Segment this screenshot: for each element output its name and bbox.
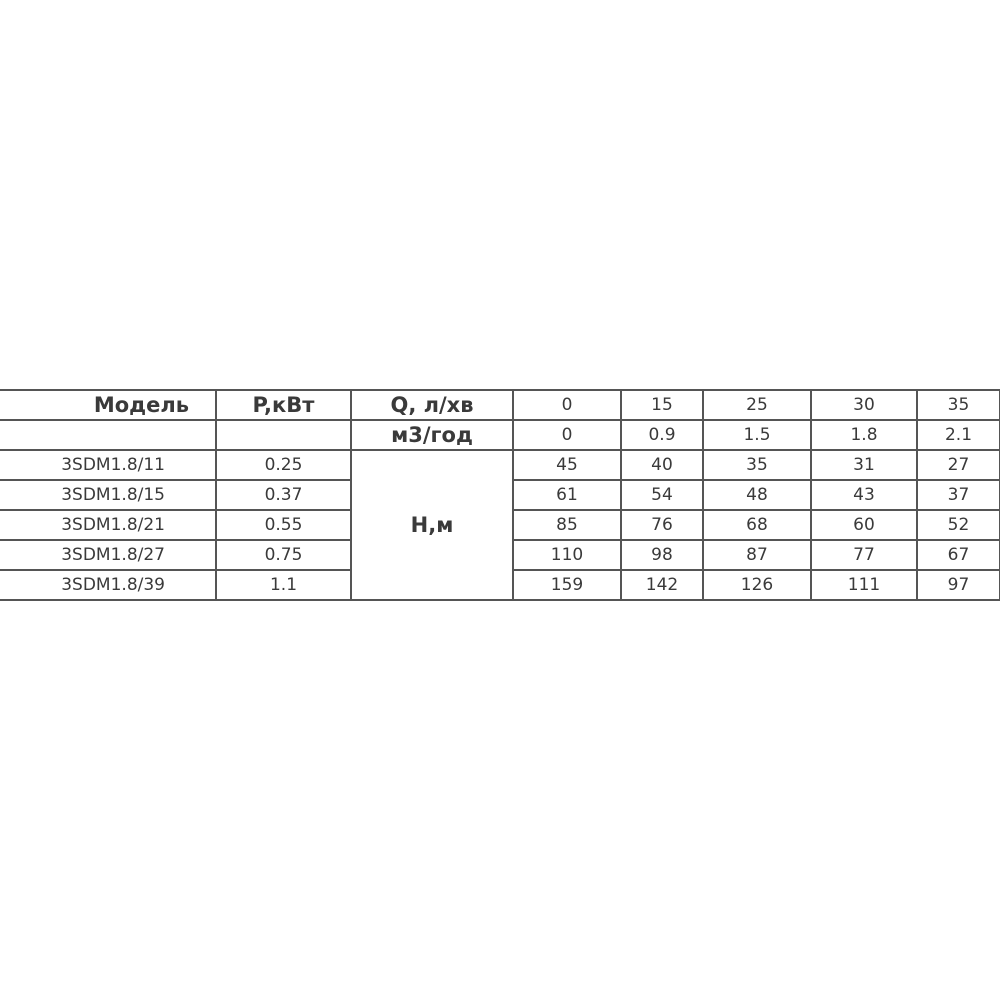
head-value: 60 [810, 509, 918, 541]
model-cell: 3SDM1.8/11 [0, 449, 217, 481]
head-value: 35 [702, 449, 812, 481]
empty-cell [215, 419, 352, 451]
power-cell: 0.25 [215, 449, 352, 481]
power-cell: 1.1 [215, 569, 352, 601]
flow-m3h-value: 1.5 [702, 419, 812, 451]
flow-m3h-value: 1.8 [810, 419, 918, 451]
flow-lpm-value: 30 [810, 389, 918, 421]
flow-lpm-value: 25 [702, 389, 812, 421]
flow-lpm-value: 15 [620, 389, 704, 421]
power-cell: 0.55 [215, 509, 352, 541]
head-value: 43 [810, 479, 918, 511]
model-cell: 3SDM1.8/21 [0, 509, 217, 541]
table-row: 3SDM1.8/11 0.25 H,м 45 40 35 31 27 [0, 449, 1000, 601]
model-cell: 3SDM1.8/27 [0, 539, 217, 571]
power-cell: 0.37 [215, 479, 352, 511]
head-label: H,м [350, 449, 514, 601]
head-value: 54 [620, 479, 704, 511]
flow-m3h-header: м3/год [350, 419, 514, 451]
header-row-flow-lpm: Модель P,кВт Q, л/хв 0 15 25 30 35 [0, 389, 1000, 421]
flow-m3h-value: 2.1 [916, 419, 1000, 451]
flow-m3h-value: 0 [512, 419, 622, 451]
flow-m3h-value: 0.9 [620, 419, 704, 451]
empty-cell [0, 419, 217, 451]
head-value: 48 [702, 479, 812, 511]
head-value: 45 [512, 449, 622, 481]
head-value: 61 [512, 479, 622, 511]
head-value: 98 [620, 539, 704, 571]
power-header: P,кВт [215, 389, 352, 421]
table-row: 3SDM1.8/27 0.75 110 98 87 77 67 [0, 539, 1000, 571]
head-value: 126 [702, 569, 812, 601]
head-value: 67 [916, 539, 1000, 571]
header-row-flow-m3h: м3/год 0 0.9 1.5 1.8 2.1 [0, 419, 1000, 451]
head-value: 159 [512, 569, 622, 601]
model-header: Модель [0, 389, 217, 421]
head-value: 110 [512, 539, 622, 571]
head-value: 40 [620, 449, 704, 481]
table-row: 3SDM1.8/15 0.37 61 54 48 43 37 [0, 479, 1000, 511]
head-value: 27 [916, 449, 1000, 481]
table-row: 3SDM1.8/21 0.55 85 76 68 60 52 [0, 509, 1000, 541]
head-value: 77 [810, 539, 918, 571]
head-value: 52 [916, 509, 1000, 541]
flow-lpm-header: Q, л/хв [350, 389, 514, 421]
flow-lpm-value: 0 [512, 389, 622, 421]
head-value: 31 [810, 449, 918, 481]
table-row: 3SDM1.8/39 1.1 159 142 126 111 97 [0, 569, 1000, 601]
flow-lpm-value: 35 [916, 389, 1000, 421]
head-value: 76 [620, 509, 704, 541]
head-value: 97 [916, 569, 1000, 601]
head-value: 85 [512, 509, 622, 541]
head-value: 111 [810, 569, 918, 601]
head-value: 142 [620, 569, 704, 601]
model-cell: 3SDM1.8/39 [0, 569, 217, 601]
head-value: 87 [702, 539, 812, 571]
head-value: 68 [702, 509, 812, 541]
model-cell: 3SDM1.8/15 [0, 479, 217, 511]
power-cell: 0.75 [215, 539, 352, 571]
head-value: 37 [916, 479, 1000, 511]
pump-performance-table: Модель P,кВт Q, л/хв 0 15 25 30 35 м3/го… [0, 389, 1000, 601]
